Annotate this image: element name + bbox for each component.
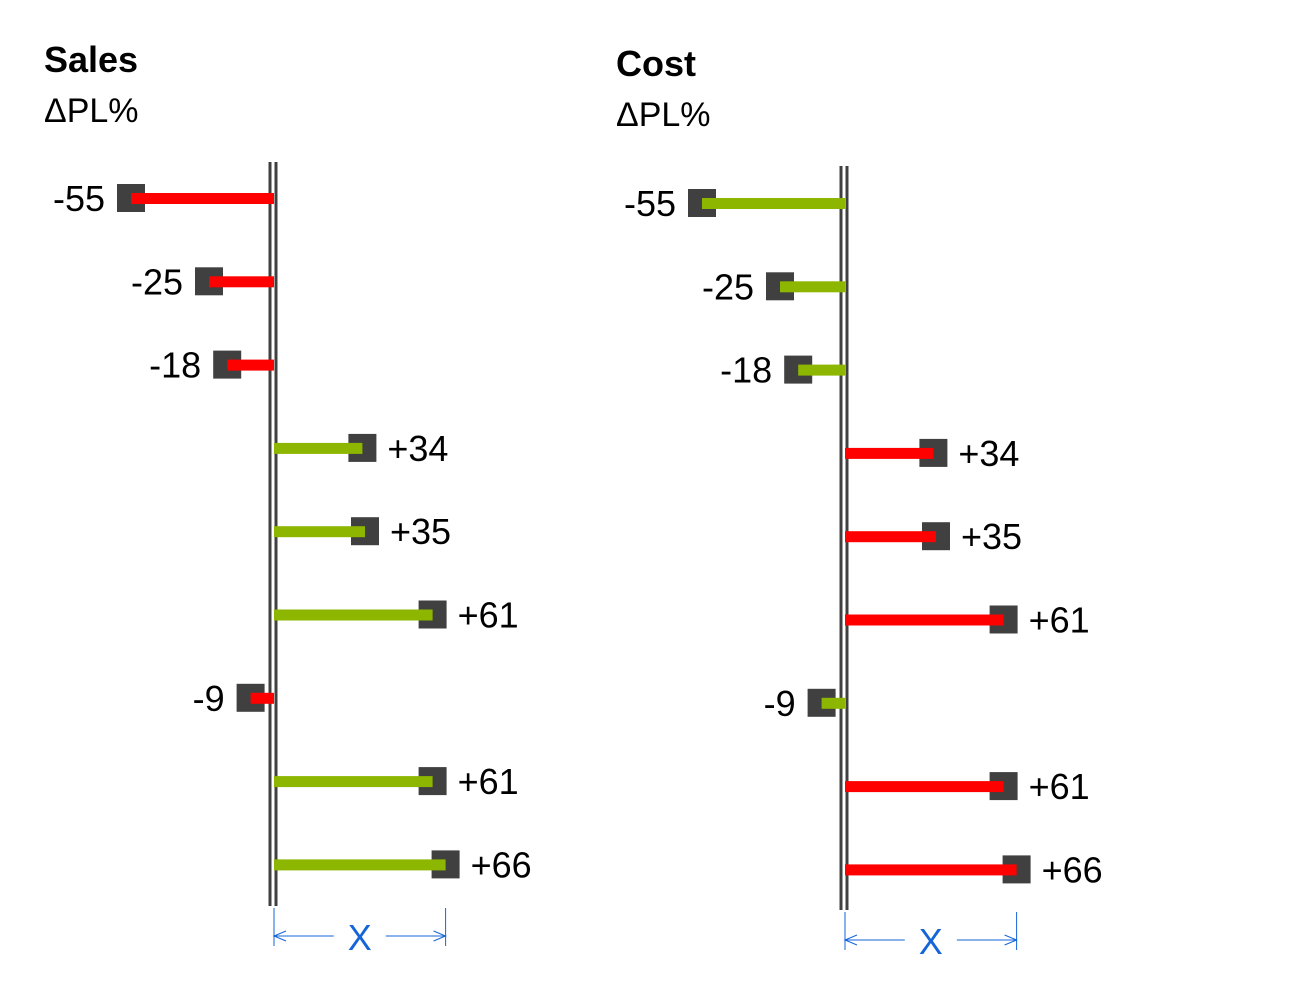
cost-value-label-5: +61 [1029, 600, 1090, 641]
cost-value-label-3: +34 [958, 433, 1019, 474]
sales-bar-0 [131, 193, 274, 204]
sales-value-label-2: -18 [149, 345, 201, 386]
sales-scale-marker: X [348, 917, 372, 958]
sales-bar-4 [274, 526, 365, 538]
cost-bar-6 [821, 697, 845, 709]
cost-title: Cost [616, 43, 696, 84]
cost-bar-1 [780, 281, 845, 293]
sales-value-label-4: +35 [390, 511, 451, 552]
cost-value-label-8: +66 [1042, 849, 1103, 890]
cost-bar-4 [845, 531, 936, 543]
cost-scale-marker: X [919, 921, 943, 962]
cost-value-label-1: -25 [702, 266, 754, 307]
sales-bar-7 [274, 776, 433, 788]
sales-bar-6 [250, 692, 274, 704]
sales-bar-5 [274, 609, 433, 621]
cost-value-label-4: +35 [961, 516, 1022, 557]
cost-panel: Cost ΔPL% -55 -25 -18 +34 +35 +61 -9 +61 +66 X [616, 43, 1103, 962]
cost-value-label-0: -55 [624, 183, 676, 224]
sales-value-label-5: +61 [458, 595, 519, 636]
sales-value-label-1: -25 [131, 261, 183, 302]
cost-dim-arrow-right [1004, 934, 1018, 946]
cost-value-label-7: +61 [1029, 766, 1090, 807]
cost-dim-arrow-left [843, 934, 858, 946]
sales-panel: Sales ΔPL% -55 -25 -18 +34 +35 +61 -9 +61 +66 X [44, 39, 532, 958]
cost-value-label-2: -18 [720, 350, 772, 391]
sales-bar-1 [209, 276, 274, 288]
sales-value-label-6: -9 [193, 678, 225, 719]
sales-dim-arrow-left [272, 930, 287, 942]
sales-bar-3 [274, 442, 363, 454]
cost-value-label-6: -9 [764, 683, 796, 724]
sales-dim-arrow-right [433, 930, 447, 942]
cost-bar-2 [798, 364, 845, 376]
sales-value-label-8: +66 [471, 844, 532, 885]
cost-bar-3 [845, 447, 934, 459]
cost-bar-7 [845, 781, 1004, 793]
sales-title: Sales [44, 39, 138, 80]
sales-bar-2 [227, 359, 274, 371]
sales-value-label-0: -55 [53, 178, 105, 219]
sales-value-label-7: +61 [458, 761, 519, 802]
sales-value-label-3: +34 [387, 428, 448, 469]
cost-subtitle: ΔPL% [616, 96, 711, 134]
sales-bar-8 [274, 859, 446, 871]
cost-bar-0 [702, 198, 845, 209]
cost-bar-5 [845, 614, 1004, 626]
sales-subtitle: ΔPL% [44, 92, 139, 130]
cost-bar-8 [845, 864, 1017, 876]
